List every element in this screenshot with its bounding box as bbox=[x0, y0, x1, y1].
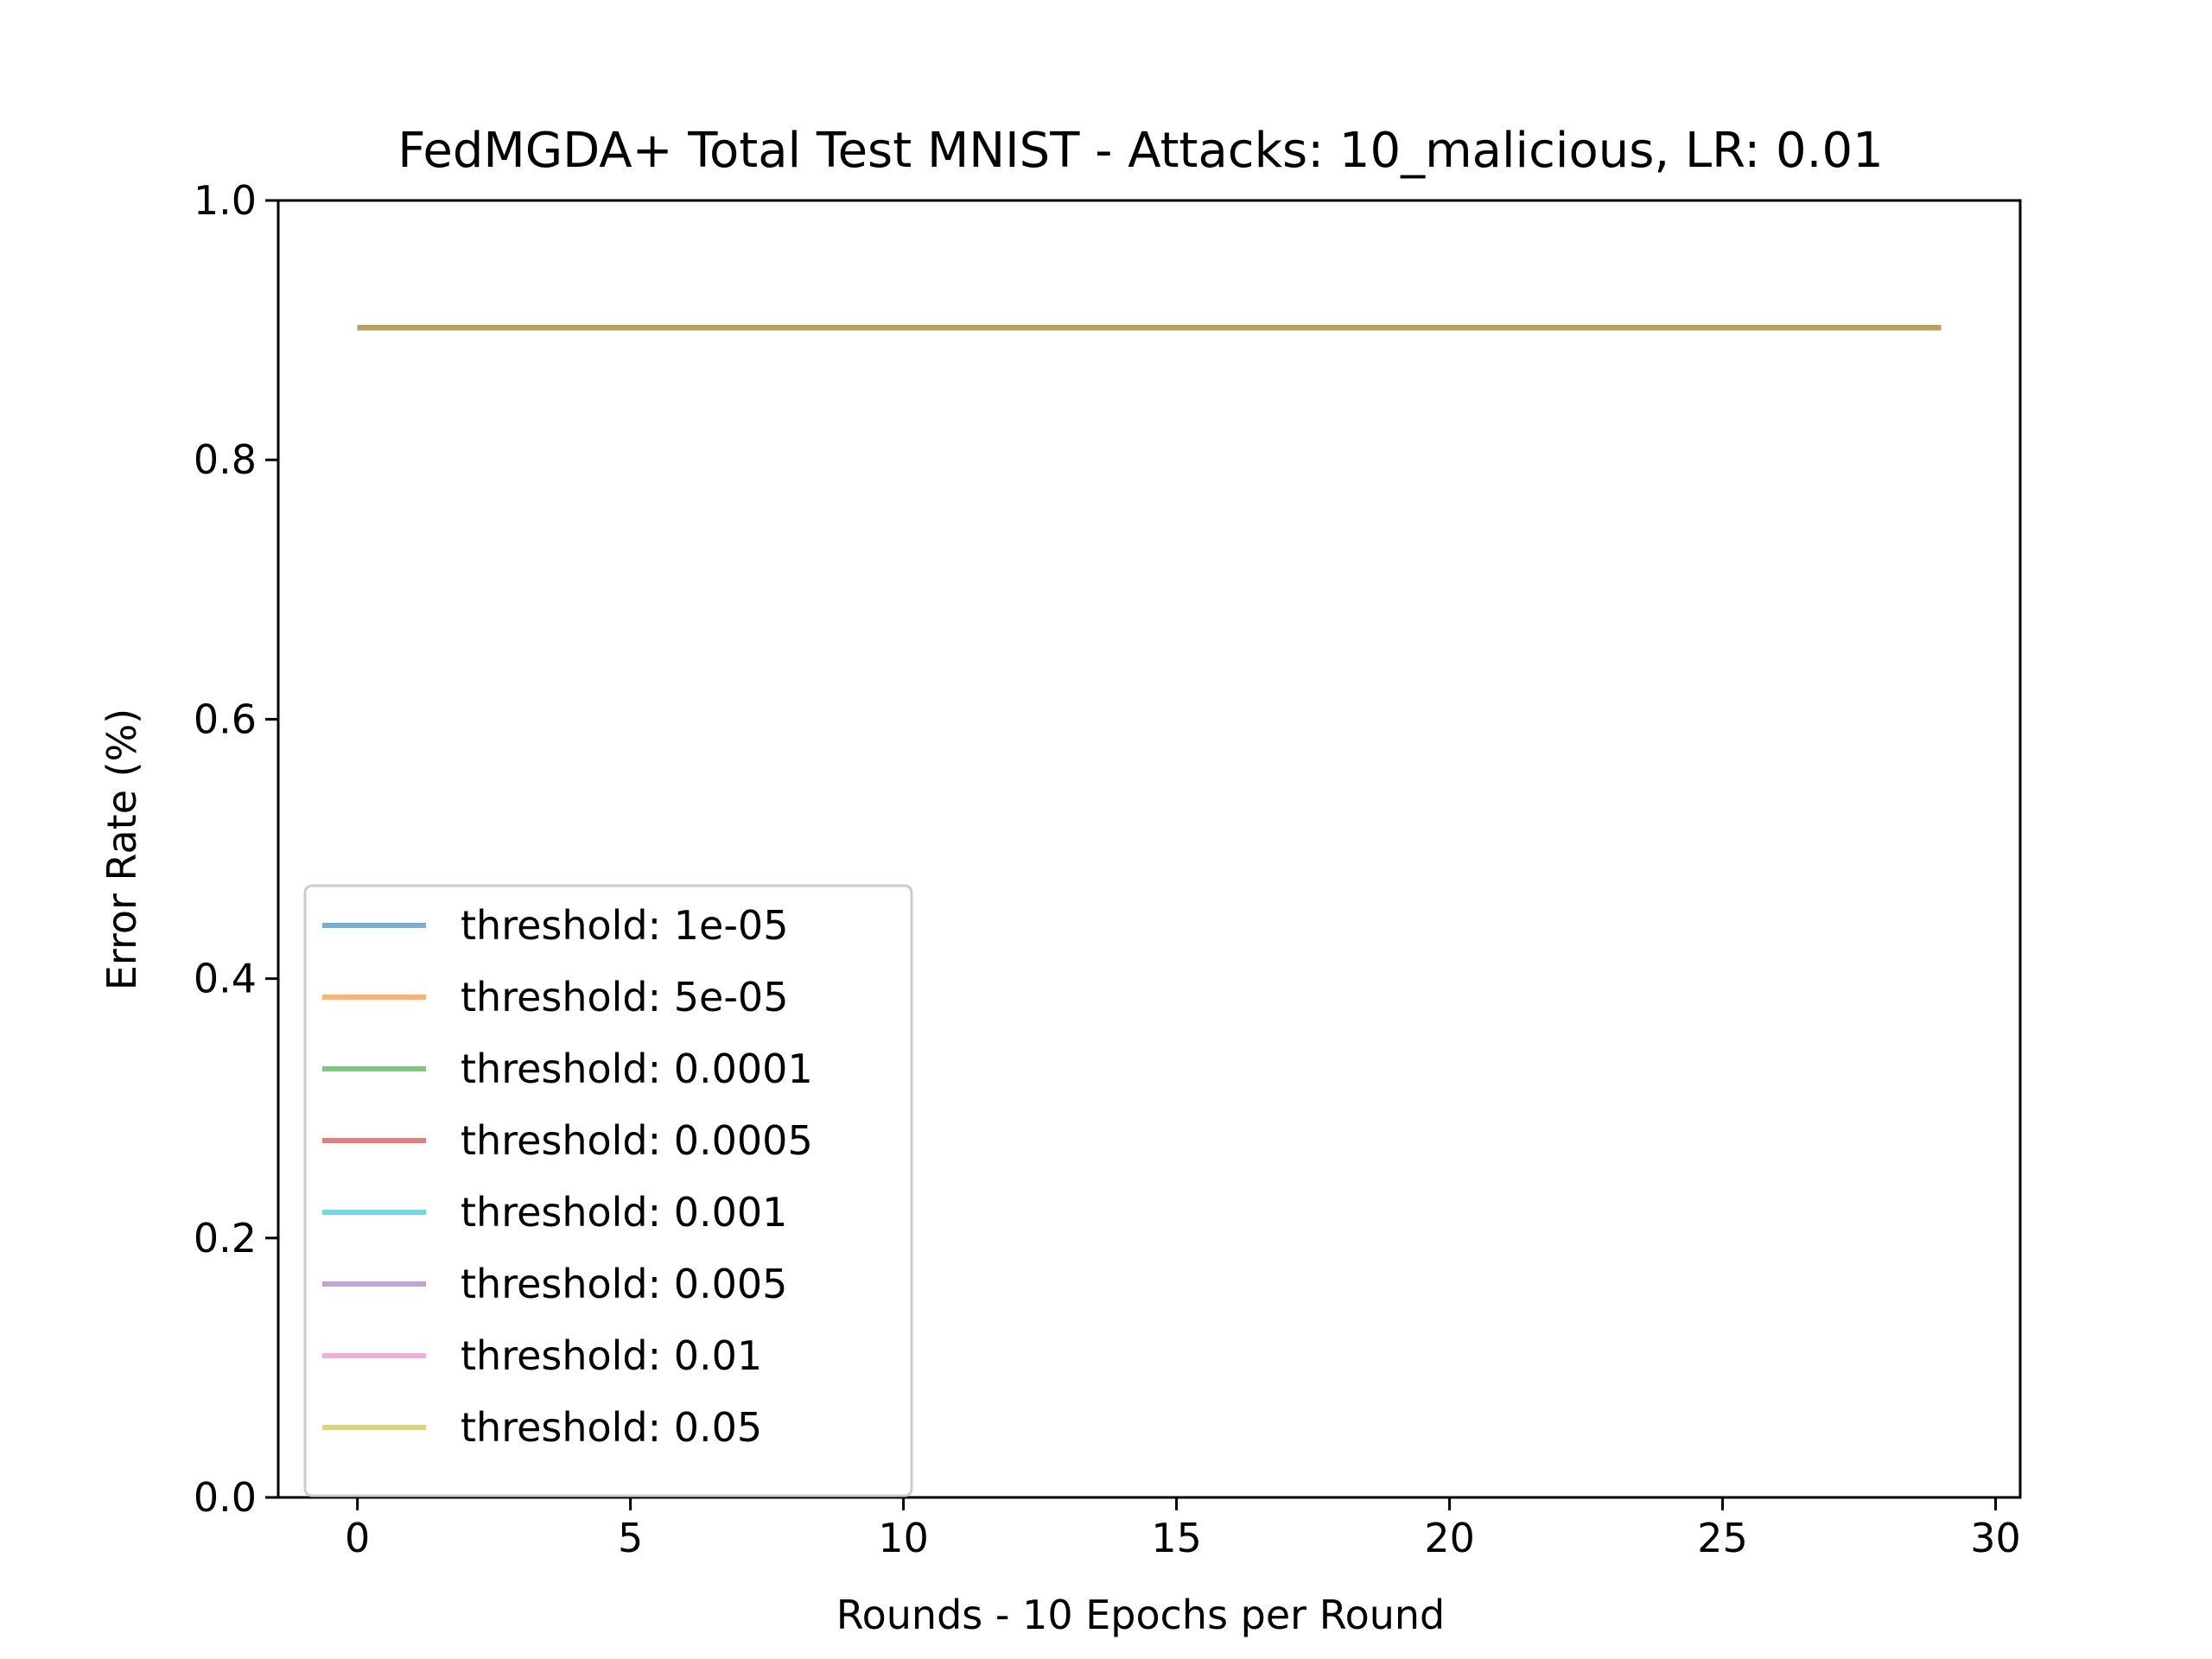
x-axis-label: Rounds - 10 Epochs per Round bbox=[836, 1592, 1446, 1638]
x-tick-label: 10 bbox=[878, 1515, 929, 1561]
x-tick-label: 15 bbox=[1151, 1515, 1202, 1561]
plot-area-frame bbox=[276, 199, 2022, 1499]
y-axis: 0.0 0.2 0.4 0.6 0.8 1.0 bbox=[194, 177, 278, 1521]
y-tick-label: 0.2 bbox=[194, 1215, 257, 1262]
x-axis: 0 5 10 15 20 25 30 bbox=[345, 1497, 2021, 1561]
legend-label-6: threshold: 0.01 bbox=[461, 1332, 762, 1379]
chart-title: FedMGDA+ Total Test MNIST - Attacks: 10_… bbox=[397, 123, 1883, 179]
x-tick-label: 5 bbox=[618, 1515, 643, 1561]
legend-label-0: threshold: 1e-05 bbox=[461, 902, 788, 949]
legend-label-2: threshold: 0.0001 bbox=[461, 1046, 813, 1092]
legend-box bbox=[303, 884, 913, 1497]
legend-label-5: threshold: 0.005 bbox=[461, 1261, 787, 1307]
x-tick-label: 20 bbox=[1424, 1515, 1475, 1561]
y-axis-label: Error Rate (%) bbox=[99, 709, 145, 990]
y-tick-label: 0.0 bbox=[194, 1474, 257, 1521]
x-tick-label: 25 bbox=[1697, 1515, 1748, 1561]
y-tick-label: 0.4 bbox=[194, 956, 257, 1002]
legend-label-3: threshold: 0.0005 bbox=[461, 1117, 813, 1164]
y-tick-label: 0.6 bbox=[194, 696, 257, 742]
legend-label-7: threshold: 0.05 bbox=[461, 1404, 762, 1451]
legend-label-4: threshold: 0.001 bbox=[461, 1189, 787, 1236]
x-tick-label: 30 bbox=[1970, 1515, 2021, 1561]
y-tick-label: 0.8 bbox=[194, 436, 257, 483]
x-tick-label: 0 bbox=[345, 1515, 370, 1561]
legend-label-1: threshold: 5e-05 bbox=[461, 974, 788, 1020]
legend: threshold: 1e-05 threshold: 5e-05 threshol… bbox=[303, 884, 913, 1497]
y-tick-label: 1.0 bbox=[194, 177, 257, 224]
